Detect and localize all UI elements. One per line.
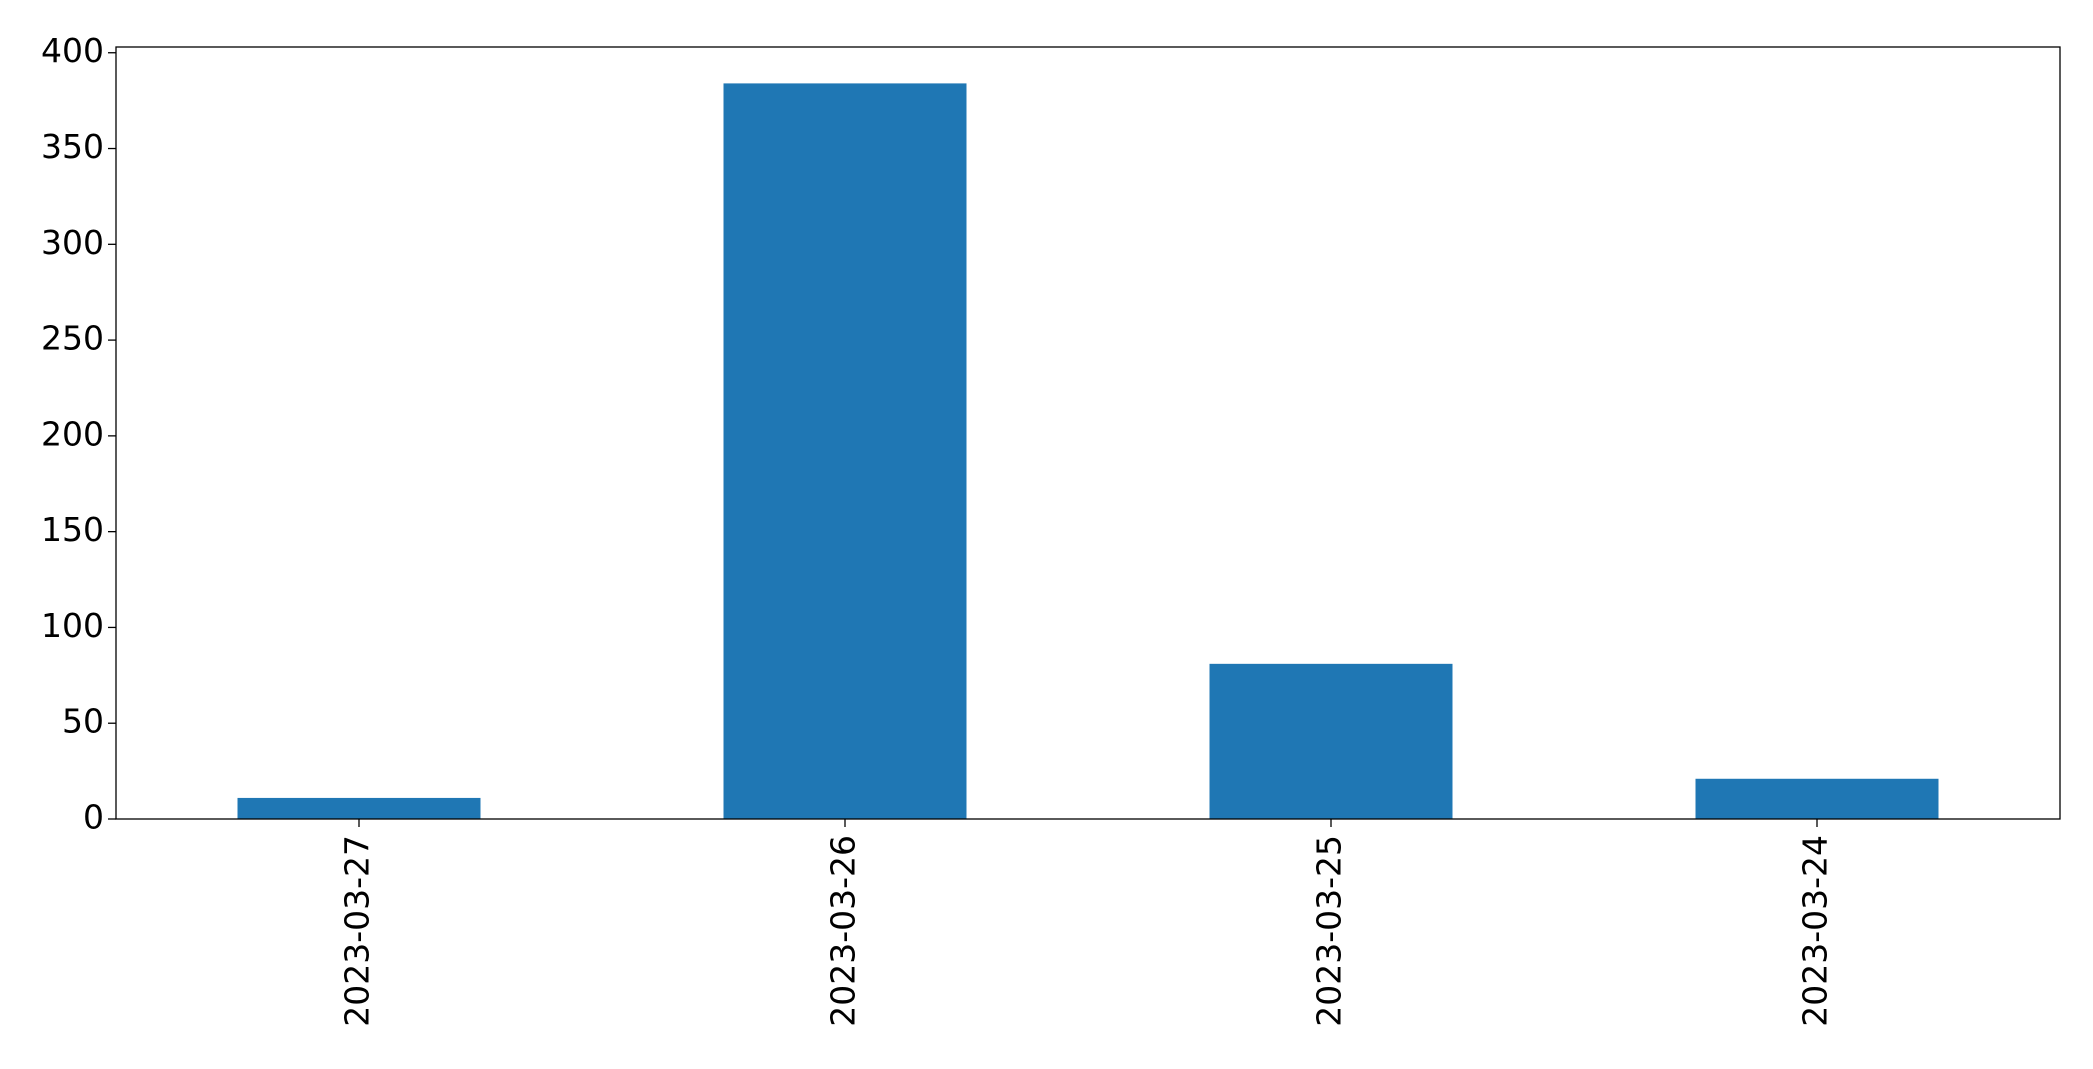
y-tick-label: 250 [41,319,104,358]
y-axis-ticks: 0 50 100 150 200 250 300 350 400 [41,31,116,837]
x-tick-label: 2023-03-27 [338,835,377,1027]
x-tick-label: 2023-03-25 [1310,835,1349,1027]
y-tick-label: 200 [41,414,104,453]
y-tick-label: 50 [62,702,104,741]
x-tick-label: 2023-03-26 [824,835,863,1027]
y-tick-label: 150 [41,510,104,549]
y-tick-label: 100 [41,606,104,645]
y-tick-label: 300 [41,223,104,262]
plot-area-frame [115,46,2061,820]
y-tick-label: 350 [41,127,104,166]
y-tick-label: 400 [41,31,104,70]
bar-2023-03-27 [237,797,481,819]
bar-2023-03-24 [1695,778,1939,819]
bar-2023-03-25 [1209,663,1453,819]
bar-2023-03-26 [723,83,967,819]
bars-group [237,83,1939,819]
x-axis-ticks: 2023-03-27 2023-03-26 2023-03-25 2023-03-24 [338,819,1835,1027]
y-tick-label: 0 [83,798,104,837]
x-tick-label: 2023-03-24 [1796,835,1835,1027]
